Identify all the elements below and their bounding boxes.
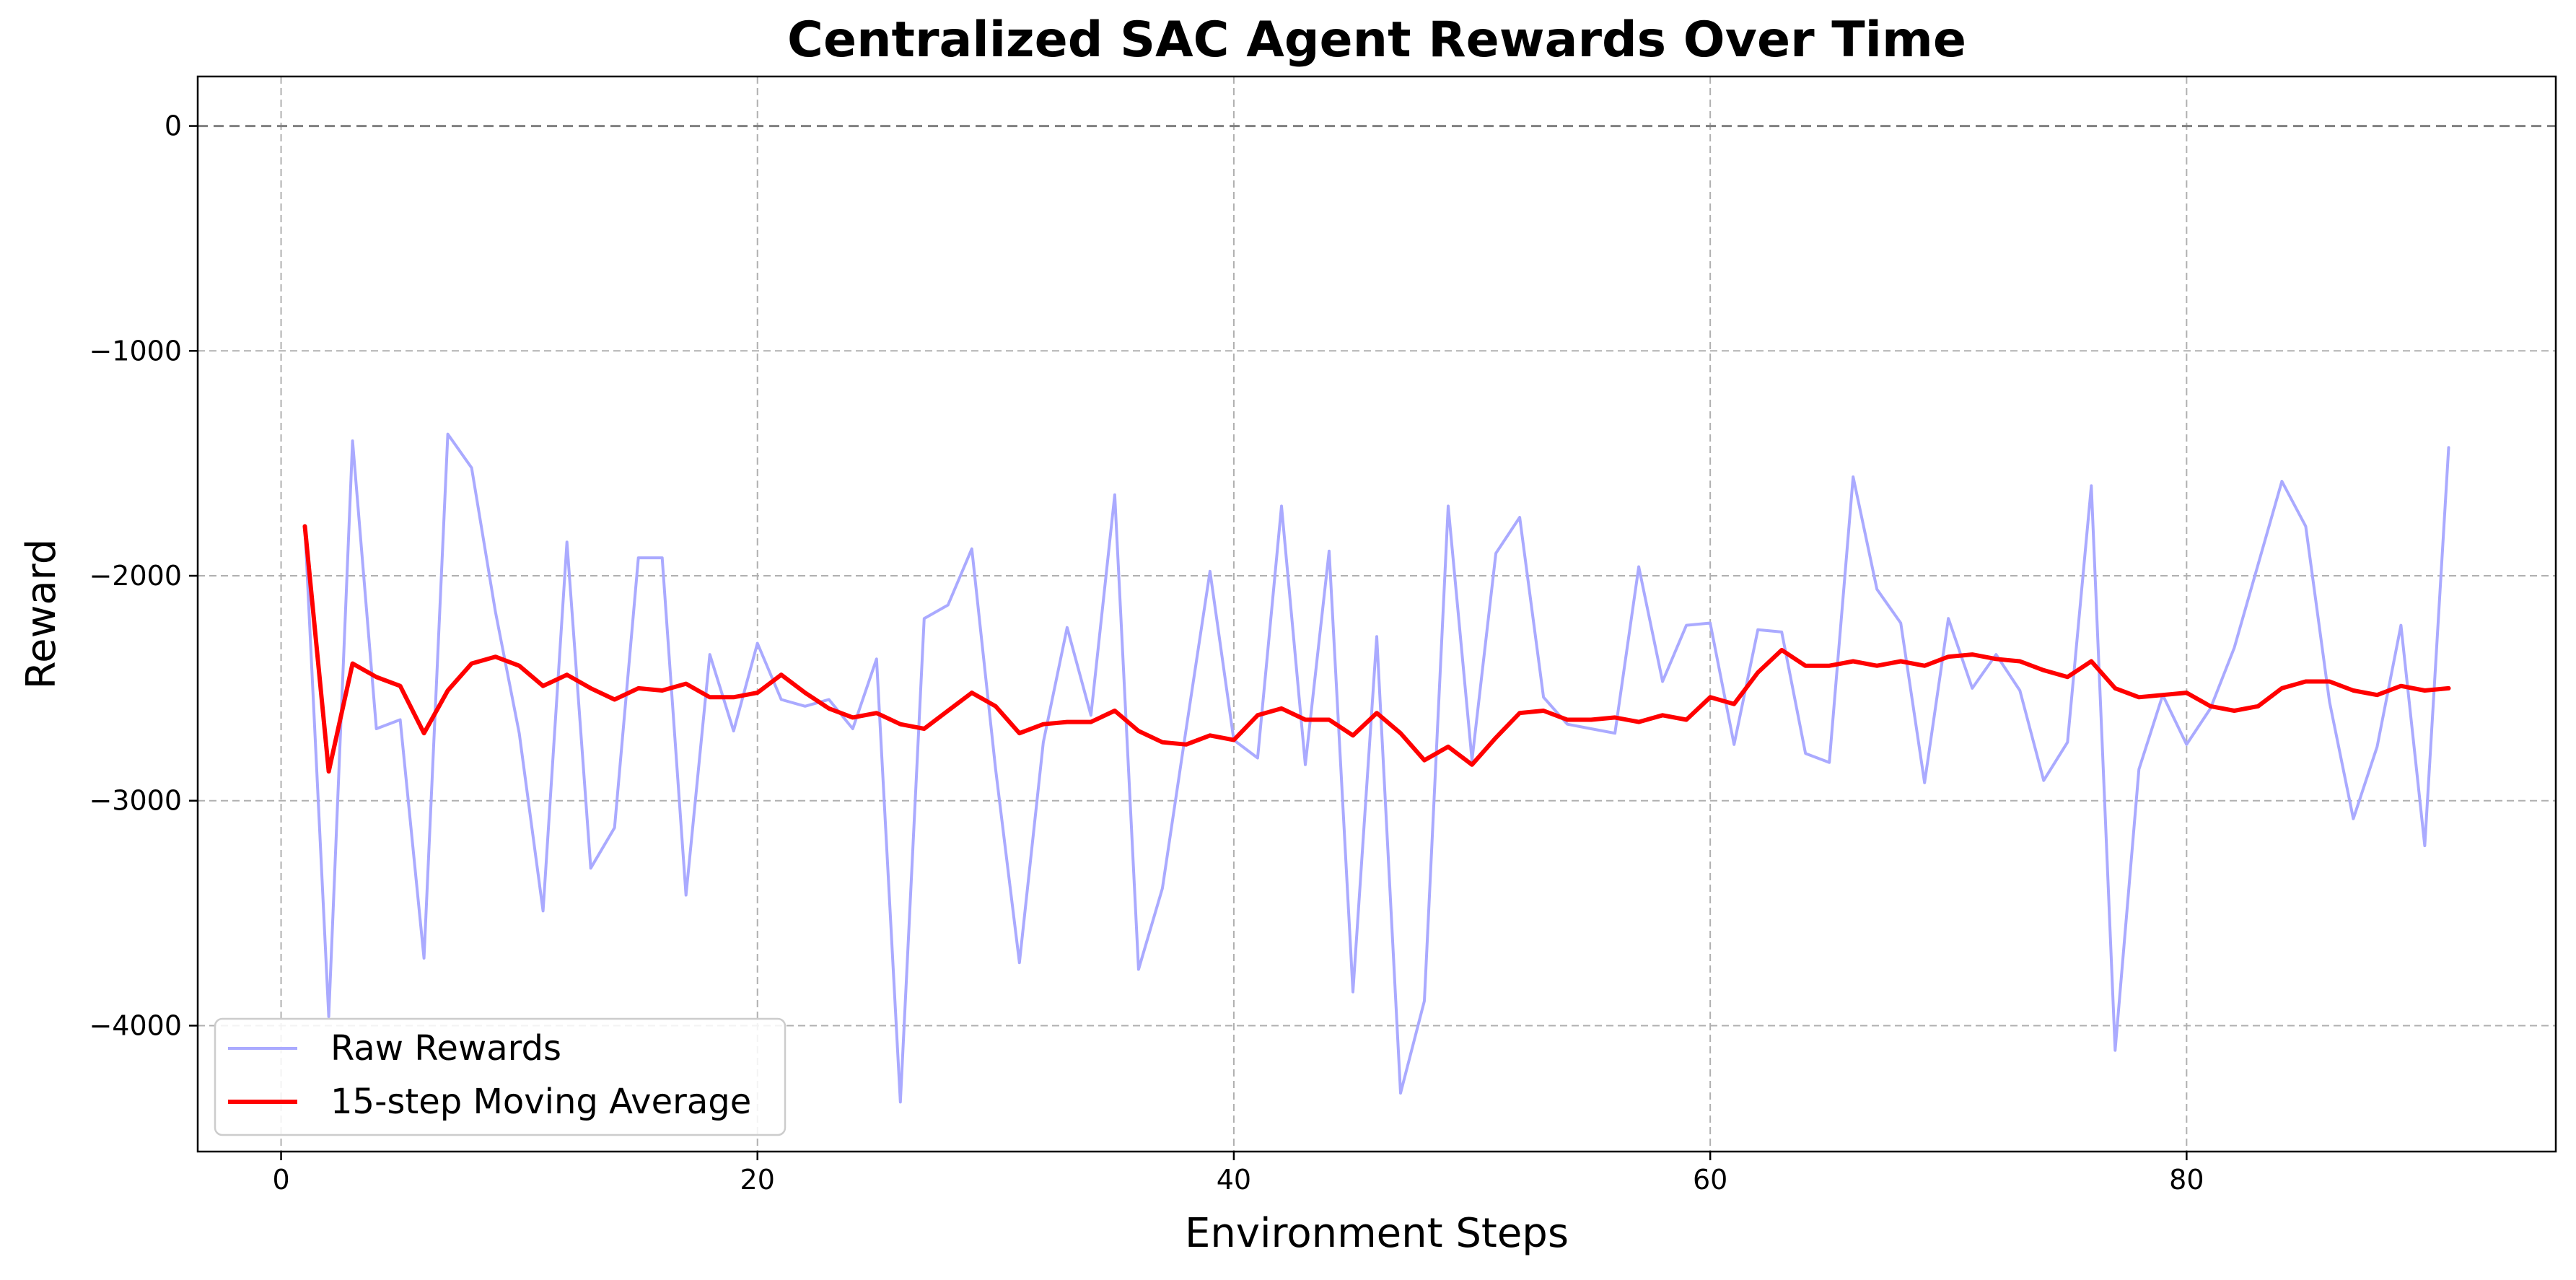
legend-box [214,1017,787,1136]
chart-title: Centralized SAC Agent Rewards Over Time [787,12,1966,69]
y-tick-label: −2000 [89,560,182,592]
x-tick-label: 40 [1217,1164,1251,1196]
series-lines [302,432,2451,1104]
legend: Raw Rewards 15-step Moving Average [214,1017,787,1136]
y-tick-label: −4000 [89,1009,182,1041]
series-line-raw-rewards [303,432,2450,1104]
legend-label-moving-average: 15-step Moving Average [330,1082,751,1122]
x-tick-label: 20 [740,1164,775,1196]
x-tick-label: 80 [2169,1164,2204,1196]
x-axis-label: Environment Steps [1185,1210,1569,1257]
series-line-moving-average [302,524,2451,774]
x-tick-label: 60 [1693,1164,1727,1196]
y-tick-label: −1000 [89,335,182,367]
plot-frame [196,75,2557,1153]
y-tick-label: −3000 [89,785,182,817]
legend-label-raw-rewards: Raw Rewards [330,1028,561,1069]
x-tick-label: 0 [272,1164,289,1196]
y-axis-ticks: 0 −1000 −2000 −3000 −4000 [89,110,198,1041]
y-axis-label: Reward [18,539,65,690]
y-tick-label: 0 [165,110,182,142]
x-axis-ticks: 0 20 40 60 80 [272,1152,2204,1196]
